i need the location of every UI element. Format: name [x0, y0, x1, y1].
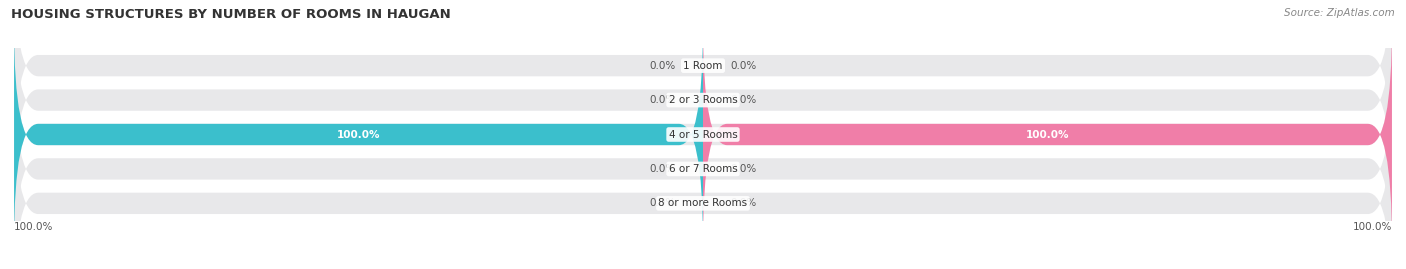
- Text: HOUSING STRUCTURES BY NUMBER OF ROOMS IN HAUGAN: HOUSING STRUCTURES BY NUMBER OF ROOMS IN…: [11, 8, 451, 21]
- FancyBboxPatch shape: [14, 94, 1392, 269]
- Text: 0.0%: 0.0%: [650, 198, 675, 208]
- Text: 0.0%: 0.0%: [650, 164, 675, 174]
- Text: 0.0%: 0.0%: [650, 61, 675, 71]
- Text: Source: ZipAtlas.com: Source: ZipAtlas.com: [1284, 8, 1395, 18]
- Text: 100.0%: 100.0%: [14, 222, 53, 232]
- Text: 0.0%: 0.0%: [731, 61, 756, 71]
- Text: 100.0%: 100.0%: [1353, 222, 1392, 232]
- Text: 2 or 3 Rooms: 2 or 3 Rooms: [669, 95, 737, 105]
- FancyBboxPatch shape: [14, 0, 1392, 175]
- FancyBboxPatch shape: [14, 59, 1392, 269]
- Text: 0.0%: 0.0%: [731, 198, 756, 208]
- Text: 4 or 5 Rooms: 4 or 5 Rooms: [669, 129, 737, 140]
- Text: 6 or 7 Rooms: 6 or 7 Rooms: [669, 164, 737, 174]
- Text: 0.0%: 0.0%: [731, 164, 756, 174]
- FancyBboxPatch shape: [14, 0, 1392, 210]
- Text: 100.0%: 100.0%: [1026, 129, 1069, 140]
- Text: 1 Room: 1 Room: [683, 61, 723, 71]
- Text: 8 or more Rooms: 8 or more Rooms: [658, 198, 748, 208]
- FancyBboxPatch shape: [14, 25, 1392, 244]
- FancyBboxPatch shape: [14, 25, 703, 244]
- Text: 0.0%: 0.0%: [731, 95, 756, 105]
- Text: 100.0%: 100.0%: [337, 129, 380, 140]
- Text: 0.0%: 0.0%: [650, 95, 675, 105]
- FancyBboxPatch shape: [703, 25, 1392, 244]
